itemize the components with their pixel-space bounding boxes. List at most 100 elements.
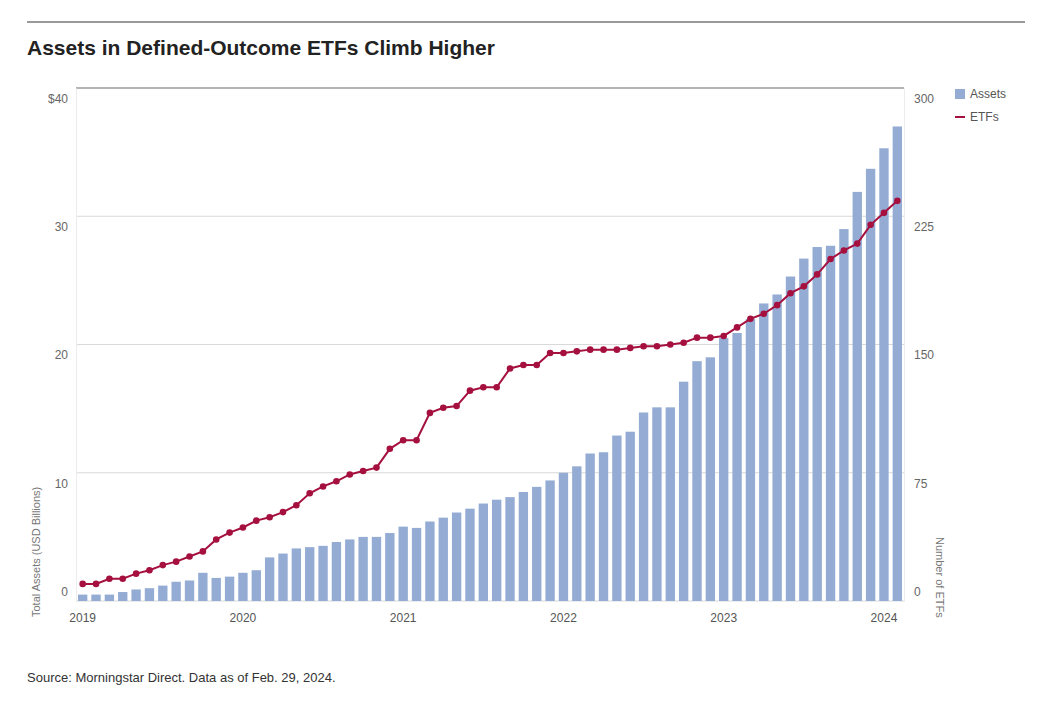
marker xyxy=(774,302,781,309)
bar xyxy=(399,527,408,601)
bar xyxy=(585,454,594,601)
bar xyxy=(238,573,247,601)
bar xyxy=(345,539,354,601)
tick-label: 2021 xyxy=(390,611,417,625)
marker xyxy=(253,517,260,524)
tick: 2020 xyxy=(230,601,257,625)
marker xyxy=(320,483,327,490)
y2-axis-title: Number of ETFs xyxy=(934,537,946,618)
bar xyxy=(158,586,167,601)
bar xyxy=(639,412,648,601)
marker xyxy=(627,345,634,352)
bar xyxy=(118,592,127,601)
marker xyxy=(306,490,313,497)
tick: 20 xyxy=(55,345,76,362)
tick-label: 0 xyxy=(914,585,921,599)
marker xyxy=(867,222,874,229)
marker xyxy=(560,350,567,357)
marker xyxy=(200,548,207,555)
bar xyxy=(826,246,835,601)
bar xyxy=(358,537,367,601)
marker xyxy=(827,256,834,263)
marker xyxy=(507,365,514,372)
marker xyxy=(694,334,701,341)
marker xyxy=(894,198,901,205)
bar xyxy=(425,521,434,601)
bar xyxy=(505,497,514,601)
bar xyxy=(599,452,608,601)
tick-label: 2024 xyxy=(871,611,898,625)
marker xyxy=(747,316,754,323)
bar xyxy=(452,513,461,601)
tick: 10 xyxy=(55,473,76,490)
marker xyxy=(213,536,220,543)
x-axis: 201920202021202220232024 xyxy=(69,601,904,625)
tick-label: 30 xyxy=(55,220,69,234)
tick: 2022 xyxy=(550,601,577,625)
bar xyxy=(572,466,581,601)
tick: 300 xyxy=(904,89,934,106)
tick-label: 225 xyxy=(914,220,934,234)
marker xyxy=(547,350,554,357)
marker xyxy=(467,387,474,394)
tick-label: 150 xyxy=(914,348,934,362)
marker xyxy=(266,514,273,521)
bar xyxy=(666,407,675,601)
marker xyxy=(801,283,808,290)
line xyxy=(83,201,898,584)
axis-line xyxy=(904,89,905,602)
bar xyxy=(866,169,875,601)
tick: 0 xyxy=(904,585,921,602)
marker xyxy=(280,509,287,516)
marker xyxy=(654,343,661,350)
tick: 2021 xyxy=(390,601,417,625)
bar xyxy=(198,573,207,601)
bar xyxy=(439,518,448,601)
axis-line xyxy=(76,89,77,602)
marker xyxy=(574,348,581,355)
marker xyxy=(841,247,848,254)
marker xyxy=(680,339,687,346)
bar xyxy=(91,595,100,601)
bar xyxy=(252,570,261,601)
marker xyxy=(413,437,420,444)
bar xyxy=(372,537,381,601)
bar xyxy=(732,333,741,601)
bar xyxy=(212,578,221,601)
marker xyxy=(160,562,167,569)
marker xyxy=(373,464,380,471)
tick-label: 2019 xyxy=(69,611,96,625)
plot-area xyxy=(78,126,902,601)
tick: 225 xyxy=(904,217,934,234)
marker xyxy=(480,384,487,391)
marker xyxy=(493,384,500,391)
chart: Assets in Defined-Outcome ETFs Climb Hig… xyxy=(0,0,1051,707)
tick-label: 300 xyxy=(914,92,934,106)
bar xyxy=(759,303,768,601)
marker xyxy=(854,240,861,247)
marker xyxy=(333,478,340,485)
marker xyxy=(533,362,540,369)
bar xyxy=(786,277,795,601)
marker xyxy=(226,529,233,536)
bar xyxy=(692,361,701,601)
axis-line xyxy=(77,601,905,602)
bar xyxy=(545,480,554,601)
marker xyxy=(640,343,647,350)
marker xyxy=(400,437,407,444)
marker xyxy=(427,410,434,417)
legend-swatch xyxy=(955,116,965,118)
bar xyxy=(679,382,688,601)
top-rule xyxy=(27,22,1025,23)
marker xyxy=(79,581,86,588)
y-axis-title: Total Assets (USD Billions) xyxy=(30,487,42,617)
marker xyxy=(787,290,794,297)
tick-label: 0 xyxy=(61,585,68,599)
marker xyxy=(119,575,126,582)
marker xyxy=(106,575,113,582)
bar xyxy=(532,487,541,601)
bar xyxy=(893,126,902,601)
bar xyxy=(492,500,501,601)
bar xyxy=(145,588,154,601)
marker xyxy=(720,333,727,340)
